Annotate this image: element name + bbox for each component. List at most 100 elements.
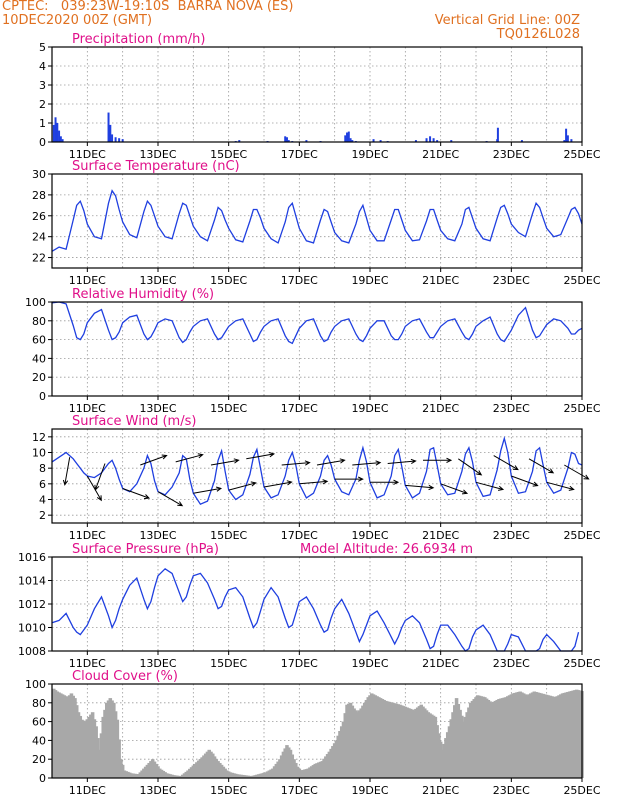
- pres-title: Surface Pressure (hPa): [72, 542, 219, 557]
- wind-ytick-label: 4: [39, 494, 46, 507]
- header-location: CPTEC: 039:23W-19:10S BARRA NOVA (ES): [2, 0, 294, 14]
- wind-xtick-label: 23DEC: [493, 529, 530, 542]
- precip-bar: [58, 130, 61, 142]
- temp-xtick-label: 23DEC: [493, 274, 530, 287]
- temp-ytick-label: 30: [32, 168, 46, 181]
- rh-xtick-label: 23DEC: [493, 402, 530, 415]
- cloud-bar: [428, 713, 432, 778]
- header-grid-note: Vertical Grid Line: 00Z: [434, 13, 580, 28]
- precip-bar: [414, 140, 417, 142]
- wind-arrow: [546, 481, 575, 491]
- rh-series-line: [51, 301, 583, 345]
- rh-xtick-label: 15DEC: [210, 402, 247, 415]
- cloud-bar: [117, 739, 121, 778]
- precip-xtick-label: 21DEC: [422, 148, 459, 161]
- pres-ytick-label: 1014: [18, 575, 46, 588]
- cloud-xtick-label: 17DEC: [281, 784, 318, 797]
- precip-bar: [107, 112, 110, 142]
- wind-arrow: [299, 479, 329, 485]
- cloud-xtick-label: 19DEC: [351, 784, 388, 797]
- wind-arrow: [458, 458, 483, 476]
- precip-bar: [56, 123, 59, 142]
- wind-title: Surface Wind (m/s): [72, 414, 196, 429]
- header-model-code: TQ0126L028: [496, 27, 580, 42]
- precip-bar: [114, 137, 117, 142]
- temp-ytick-label: 24: [32, 231, 46, 244]
- wind-ytick-label: 12: [32, 431, 46, 444]
- cloud-bar: [253, 775, 257, 778]
- wind-arrow: [423, 457, 453, 463]
- cloud-bar: [454, 698, 459, 778]
- precip-bar: [238, 140, 241, 142]
- cloud-bar: [99, 733, 104, 778]
- pres-xtick-label: 13DEC: [139, 657, 176, 670]
- precip-bar: [570, 139, 573, 142]
- rh-xtick-label: 21DEC: [422, 402, 459, 415]
- cloud-bar: [468, 702, 473, 778]
- cloud-xtick-label: 15DEC: [210, 784, 247, 797]
- cloud-xtick-label: 11DEC: [69, 784, 106, 797]
- cloud-bar: [567, 691, 572, 778]
- precip-ytick-label: 1: [39, 117, 46, 130]
- precip-bar: [61, 139, 64, 142]
- cloud-bar: [322, 758, 326, 778]
- wind-arrow: [193, 486, 223, 494]
- wind-xtick-label: 25DEC: [563, 529, 600, 542]
- precip-title: Precipitation (mm/h): [72, 32, 205, 47]
- wind-arrow: [140, 454, 168, 466]
- cloud-bar: [481, 696, 485, 778]
- precip-bar: [429, 136, 432, 142]
- precip-bar: [347, 131, 350, 142]
- precip-bar: [284, 136, 287, 142]
- precip-bar: [351, 140, 354, 142]
- temp-xtick-label: 25DEC: [563, 274, 600, 287]
- cloud-ytick-label: 20: [32, 753, 46, 766]
- cloud-bar: [514, 692, 519, 778]
- precip-bar: [287, 140, 290, 142]
- wind-series-line: [51, 435, 583, 506]
- precip-bar: [520, 140, 523, 142]
- cloud-bar: [159, 769, 164, 778]
- precip-bar: [349, 138, 352, 142]
- precip-xtick-label: 23DEC: [493, 148, 530, 161]
- temp-frame: [51, 173, 583, 269]
- wind-arrow: [334, 476, 364, 482]
- wind-xtick-label: 17DEC: [281, 529, 318, 542]
- temp-xtick-label: 17DEC: [281, 274, 318, 287]
- precip-bar: [121, 139, 124, 142]
- rh-xtick-label: 11DEC: [69, 402, 106, 415]
- wind-arrow: [175, 453, 204, 463]
- wind-arrow: [122, 488, 151, 500]
- wind-arrow: [405, 484, 435, 491]
- wind-arrow: [493, 455, 519, 471]
- cloud-bar: [92, 719, 97, 778]
- rh-title: Relative Humidity (%): [72, 287, 214, 302]
- pres-xtick-label: 15DEC: [210, 657, 247, 670]
- header-date: 10DEC2020 00Z (GMT): [2, 13, 153, 28]
- temp-xtick-label: 19DEC: [351, 274, 388, 287]
- rh-xtick-label: 19DEC: [351, 402, 388, 415]
- cloud-bar: [256, 774, 261, 778]
- cloud-frame: [51, 683, 583, 779]
- precip-bar: [432, 138, 435, 142]
- pres-xtick-label: 19DEC: [351, 657, 388, 670]
- precip-ytick-label: 4: [39, 60, 46, 73]
- cloud-ytick-label: 80: [32, 697, 46, 710]
- pres-xtick-label: 17DEC: [281, 657, 318, 670]
- wind-arrow: [263, 480, 293, 488]
- precip-bar: [54, 117, 57, 142]
- precip-bar: [563, 140, 566, 142]
- cloud-bar: [85, 719, 90, 778]
- cloud-bar: [375, 696, 379, 778]
- precip-bar: [565, 128, 568, 142]
- wind-ytick-label: 6: [39, 478, 46, 491]
- temp-xtick-label: 13DEC: [139, 274, 176, 287]
- wind-arrow: [62, 457, 71, 486]
- temp-ytick-label: 28: [32, 189, 46, 202]
- cloud-ytick-label: 60: [32, 716, 46, 729]
- wind-arrow: [210, 458, 240, 466]
- precip-bar: [285, 137, 288, 142]
- wind-arrow: [246, 452, 276, 460]
- temp-xtick-label: 11DEC: [69, 274, 106, 287]
- cloud-bar: [507, 695, 512, 778]
